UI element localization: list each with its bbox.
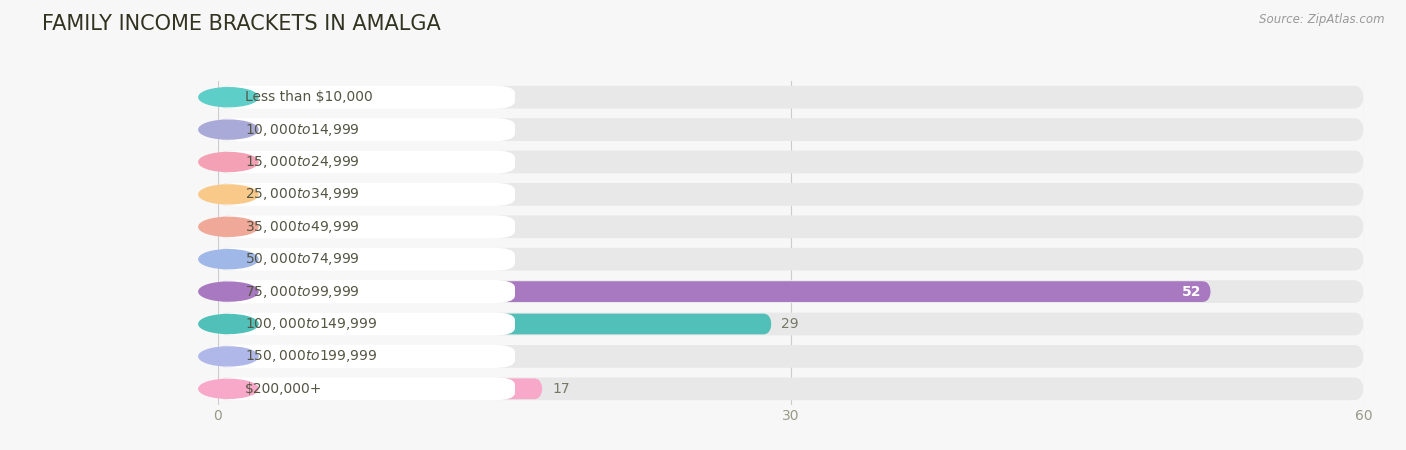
FancyBboxPatch shape — [218, 345, 1364, 368]
Text: $35,000 to $49,999: $35,000 to $49,999 — [245, 219, 360, 235]
FancyBboxPatch shape — [218, 183, 1364, 206]
FancyBboxPatch shape — [218, 314, 772, 334]
FancyBboxPatch shape — [218, 346, 389, 367]
FancyBboxPatch shape — [218, 249, 467, 270]
FancyBboxPatch shape — [218, 378, 1364, 400]
Text: $75,000 to $99,999: $75,000 to $99,999 — [245, 284, 360, 300]
Text: $150,000 to $199,999: $150,000 to $199,999 — [245, 348, 377, 364]
Text: 4: 4 — [304, 220, 312, 234]
FancyBboxPatch shape — [218, 248, 1364, 270]
Text: 17: 17 — [553, 382, 569, 396]
FancyBboxPatch shape — [218, 281, 1211, 302]
Text: $200,000+: $200,000+ — [245, 382, 322, 396]
Text: FAMILY INCOME BRACKETS IN AMALGA: FAMILY INCOME BRACKETS IN AMALGA — [42, 14, 441, 33]
FancyBboxPatch shape — [218, 87, 238, 108]
Text: 0: 0 — [233, 187, 242, 202]
FancyBboxPatch shape — [218, 216, 294, 237]
Text: Less than $10,000: Less than $10,000 — [245, 90, 373, 104]
FancyBboxPatch shape — [218, 86, 1364, 108]
Text: 9: 9 — [399, 349, 408, 364]
Text: 2: 2 — [266, 122, 274, 137]
FancyBboxPatch shape — [218, 119, 256, 140]
FancyBboxPatch shape — [218, 216, 1364, 238]
FancyBboxPatch shape — [218, 313, 1364, 335]
Text: $10,000 to $14,999: $10,000 to $14,999 — [245, 122, 360, 138]
FancyBboxPatch shape — [218, 151, 1364, 173]
Text: $50,000 to $74,999: $50,000 to $74,999 — [245, 251, 360, 267]
Text: 52: 52 — [1182, 284, 1202, 299]
Text: 29: 29 — [782, 317, 799, 331]
Text: Source: ZipAtlas.com: Source: ZipAtlas.com — [1260, 14, 1385, 27]
FancyBboxPatch shape — [218, 280, 1364, 303]
Text: 2: 2 — [266, 155, 274, 169]
Text: $15,000 to $24,999: $15,000 to $24,999 — [245, 154, 360, 170]
Text: 13: 13 — [475, 252, 494, 266]
Text: $100,000 to $149,999: $100,000 to $149,999 — [245, 316, 377, 332]
Text: $25,000 to $34,999: $25,000 to $34,999 — [245, 186, 360, 202]
FancyBboxPatch shape — [218, 378, 543, 399]
FancyBboxPatch shape — [218, 152, 256, 172]
Text: 1: 1 — [246, 90, 256, 104]
FancyBboxPatch shape — [218, 118, 1364, 141]
